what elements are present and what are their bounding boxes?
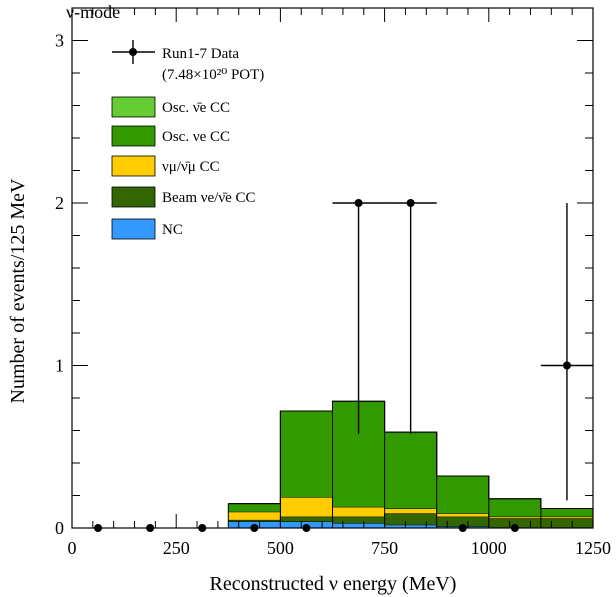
bar-segment bbox=[384, 508, 437, 514]
bar-segment bbox=[384, 432, 437, 509]
bar-segment bbox=[540, 516, 593, 519]
data-point bbox=[562, 361, 571, 370]
histogram-bars bbox=[227, 400, 594, 529]
y-tick-label: 2 bbox=[55, 193, 64, 213]
bar-segment bbox=[436, 513, 489, 517]
y-tick-label: 0 bbox=[55, 518, 64, 538]
legend-label: NC bbox=[162, 222, 183, 238]
y-tick-label: 1 bbox=[55, 356, 64, 376]
bar-segment bbox=[488, 518, 541, 528]
x-axis-label: Reconstructed ν energy (MeV) bbox=[210, 573, 457, 595]
bar-segment bbox=[280, 516, 333, 522]
legend-data-label: Run1-7 Data bbox=[162, 46, 239, 62]
bar-segment bbox=[488, 516, 541, 519]
axes: 0 250 500 750 1000 1250 0 1 2 3 bbox=[55, 7, 611, 558]
data-point bbox=[354, 199, 363, 207]
legend-label: νμ/ν̄μ CC bbox=[162, 159, 220, 175]
y-axis-label: Number of events/125 MeV bbox=[7, 178, 29, 404]
bar-segment bbox=[384, 513, 437, 525]
bar-segment bbox=[488, 498, 541, 517]
bar-segment bbox=[228, 503, 281, 512]
data-points bbox=[94, 199, 593, 532]
bar-segment bbox=[384, 524, 437, 528]
bar-segment bbox=[332, 523, 385, 528]
legend-data-marker bbox=[129, 48, 137, 56]
legend-data-sublabel: (7.48×10²⁰ POT) bbox=[162, 67, 264, 83]
legend-label: Beam νe/ν̄e CC bbox=[162, 190, 256, 206]
legend-label: Osc. νe CC bbox=[162, 129, 230, 145]
x-tick-label: 0 bbox=[68, 538, 77, 558]
bar-segment bbox=[280, 497, 333, 517]
x-tick-label: 1250 bbox=[575, 538, 611, 558]
legend-label: Osc. ν̄e CC bbox=[162, 100, 230, 116]
bar-segment bbox=[332, 506, 385, 517]
bar-segment bbox=[436, 516, 489, 527]
legend-swatch bbox=[111, 125, 156, 147]
x-tick-label: 1000 bbox=[471, 538, 507, 558]
legend-swatch bbox=[111, 186, 156, 208]
x-tick-label: 750 bbox=[371, 538, 398, 558]
legend-swatch bbox=[111, 155, 156, 177]
bar-segment bbox=[540, 518, 593, 528]
x-tick-label: 500 bbox=[267, 538, 294, 558]
bar-segment bbox=[540, 508, 593, 517]
bar-segment bbox=[280, 411, 333, 498]
data-point bbox=[406, 199, 415, 207]
legend-swatch bbox=[111, 96, 156, 118]
x-tick-label: 250 bbox=[163, 538, 190, 558]
y-tick-label: 3 bbox=[55, 31, 64, 51]
bar-segment bbox=[228, 511, 281, 520]
legend-swatch bbox=[111, 218, 156, 240]
bar-segment bbox=[332, 516, 385, 524]
bar-segment bbox=[228, 519, 281, 522]
legend: Run1-7 Data (7.48×10²⁰ POT) Osc. ν̄e CC Osc… bbox=[111, 40, 264, 240]
bar-segment bbox=[436, 476, 489, 514]
